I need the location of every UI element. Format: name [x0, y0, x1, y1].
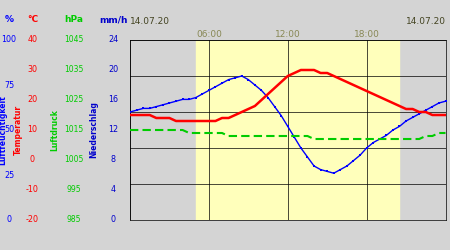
- Text: 4: 4: [111, 186, 116, 194]
- Text: -20: -20: [26, 216, 39, 224]
- Text: 50: 50: [4, 126, 14, 134]
- Text: 995: 995: [67, 186, 81, 194]
- Text: 75: 75: [4, 80, 14, 90]
- Text: 30: 30: [27, 66, 37, 74]
- Text: 20: 20: [27, 96, 37, 104]
- Text: Luftfeuchtigkeit: Luftfeuchtigkeit: [0, 95, 7, 165]
- Text: 100: 100: [2, 36, 17, 44]
- Text: 1015: 1015: [64, 126, 84, 134]
- Text: 14.07.20: 14.07.20: [405, 16, 446, 26]
- Text: 25: 25: [4, 170, 14, 179]
- Text: 1045: 1045: [64, 36, 84, 44]
- Text: 985: 985: [67, 216, 81, 224]
- Text: 0: 0: [111, 216, 116, 224]
- Text: 8: 8: [111, 156, 116, 164]
- Text: 10: 10: [27, 126, 37, 134]
- Text: Temperatur: Temperatur: [14, 105, 22, 155]
- Text: 1025: 1025: [64, 96, 84, 104]
- Text: 0: 0: [30, 156, 35, 164]
- Text: 16: 16: [108, 96, 118, 104]
- Text: %: %: [4, 16, 13, 24]
- Text: 24: 24: [108, 36, 118, 44]
- Text: hPa: hPa: [65, 16, 84, 24]
- Text: Luftdruck: Luftdruck: [50, 109, 59, 151]
- Text: 1035: 1035: [64, 66, 84, 74]
- Text: 0: 0: [7, 216, 12, 224]
- Text: mm/h: mm/h: [99, 16, 127, 24]
- Text: 12: 12: [108, 126, 118, 134]
- Text: 40: 40: [27, 36, 37, 44]
- Text: °C: °C: [27, 16, 38, 24]
- Bar: [196, 40, 400, 220]
- Text: Niederschlag: Niederschlag: [89, 102, 98, 158]
- Text: 14.07.20: 14.07.20: [130, 16, 170, 26]
- Text: 20: 20: [108, 66, 118, 74]
- Text: -10: -10: [26, 186, 39, 194]
- Text: 1005: 1005: [64, 156, 84, 164]
